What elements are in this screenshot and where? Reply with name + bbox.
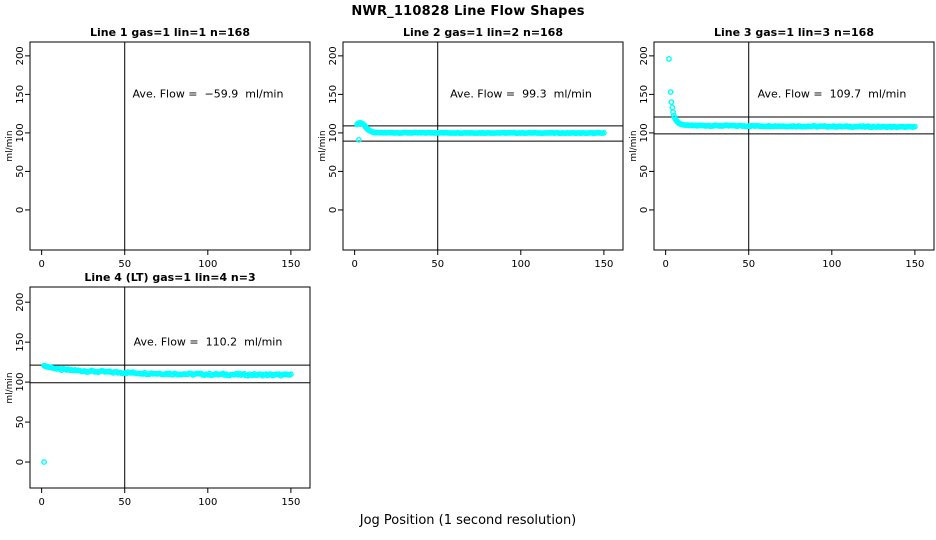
data-point — [601, 129, 607, 136]
subplot-1-y-axis-label: ml/min — [5, 130, 15, 162]
data-point — [666, 56, 672, 62]
y-tick-label: 50 — [15, 416, 26, 429]
data-point — [41, 459, 47, 465]
subplot-4-title: Line 4 (LT) gas=1 lin=4 n=3 — [84, 271, 256, 284]
x-tick-label: 0 — [662, 259, 668, 270]
subplot-2-ave-flow-annotation: Ave. Flow = 99.3 ml/min — [450, 87, 592, 101]
subplot-4: 0 50 100 150 0 50 100 150 200 — [15, 286, 311, 508]
x-axis-label: Jog Position (1 second resolution) — [359, 513, 577, 528]
y-tick-label: 50 — [15, 165, 26, 178]
x-tick-label: 150 — [281, 259, 300, 270]
data-points — [41, 362, 294, 465]
y-tick-label: 0 — [639, 207, 650, 213]
x-tick-label: 150 — [905, 259, 924, 270]
data-point — [287, 371, 294, 378]
y-tick-label: 200 — [15, 293, 26, 312]
x-tick-label: 100 — [822, 259, 841, 270]
y-tick-label: 150 — [15, 333, 26, 352]
y-tick-label: 200 — [15, 46, 26, 65]
y-tick-label: 200 — [328, 46, 339, 65]
subplot-2-y-axis-label: ml/min — [318, 130, 328, 162]
subplot-4-ave-flow-annotation: Ave. Flow = 110.2 ml/min — [133, 335, 283, 349]
data-point — [912, 123, 918, 130]
y-tick-label: 150 — [328, 85, 339, 104]
x-tick-label: 100 — [198, 259, 217, 270]
subplot-3-y-axis-label: ml/min — [629, 130, 639, 162]
y-tick-label: 100 — [15, 373, 26, 392]
x-tick-label: 50 — [431, 259, 444, 270]
y-tick-label: 100 — [328, 123, 339, 142]
subplot-3-title: Line 3 gas=1 lin=3 n=168 — [713, 26, 874, 39]
x-tick-label: 0 — [351, 259, 357, 270]
data-point — [355, 136, 362, 143]
data-point — [669, 104, 676, 111]
y-tick-label: 100 — [15, 123, 26, 142]
x-tick-label: 100 — [198, 497, 217, 508]
y-tick-label: 150 — [15, 85, 26, 104]
y-tick-label: 100 — [639, 123, 650, 142]
x-tick-label: 0 — [38, 497, 44, 508]
data-point — [670, 109, 676, 116]
subplot-3-ave-flow-annotation: Ave. Flow = 109.7 ml/min — [757, 87, 907, 101]
y-tick-label: 150 — [639, 85, 650, 104]
subplot-2: 0 50 100 150 0 50 100 150 200 — [328, 41, 624, 270]
y-tick-label: 0 — [15, 459, 26, 465]
subplot-1-title: Line 1 gas=1 lin=1 n=168 — [89, 26, 250, 39]
x-tick-label: 0 — [38, 259, 44, 270]
data-point — [667, 89, 674, 96]
x-tick-label: 50 — [742, 259, 755, 270]
data-point — [668, 99, 675, 106]
x-tick-label: 50 — [118, 259, 131, 270]
x-tick-label: 50 — [118, 497, 131, 508]
x-tick-label: 150 — [594, 259, 613, 270]
subplot-3: 0 50 100 150 0 50 100 150 200 — [639, 41, 935, 270]
x-tick-label: 150 — [281, 497, 300, 508]
data-points — [354, 120, 607, 143]
subplot-1: 0 50 100 150 0 50 100 150 200 — [15, 41, 311, 270]
subplot-1-ave-flow-annotation: Ave. Flow = −59.9 ml/min — [132, 87, 284, 101]
y-tick-label: 0 — [328, 207, 339, 213]
y-tick-label: 50 — [639, 165, 650, 178]
plot-box — [342, 41, 624, 251]
subplot-2-title: Line 2 gas=1 lin=2 n=168 — [402, 26, 563, 39]
plot-box — [653, 41, 935, 251]
data-points — [666, 56, 918, 131]
y-tick-label: 200 — [639, 46, 650, 65]
plot-box — [29, 286, 311, 489]
x-tick-label: 100 — [511, 259, 530, 270]
subplot-4-y-axis-label: ml/min — [5, 372, 15, 404]
figure-title: NWR_110828 Line Flow Shapes — [351, 4, 585, 19]
y-tick-label: 0 — [15, 207, 26, 213]
y-tick-label: 50 — [328, 165, 339, 178]
plot-box — [29, 41, 311, 251]
